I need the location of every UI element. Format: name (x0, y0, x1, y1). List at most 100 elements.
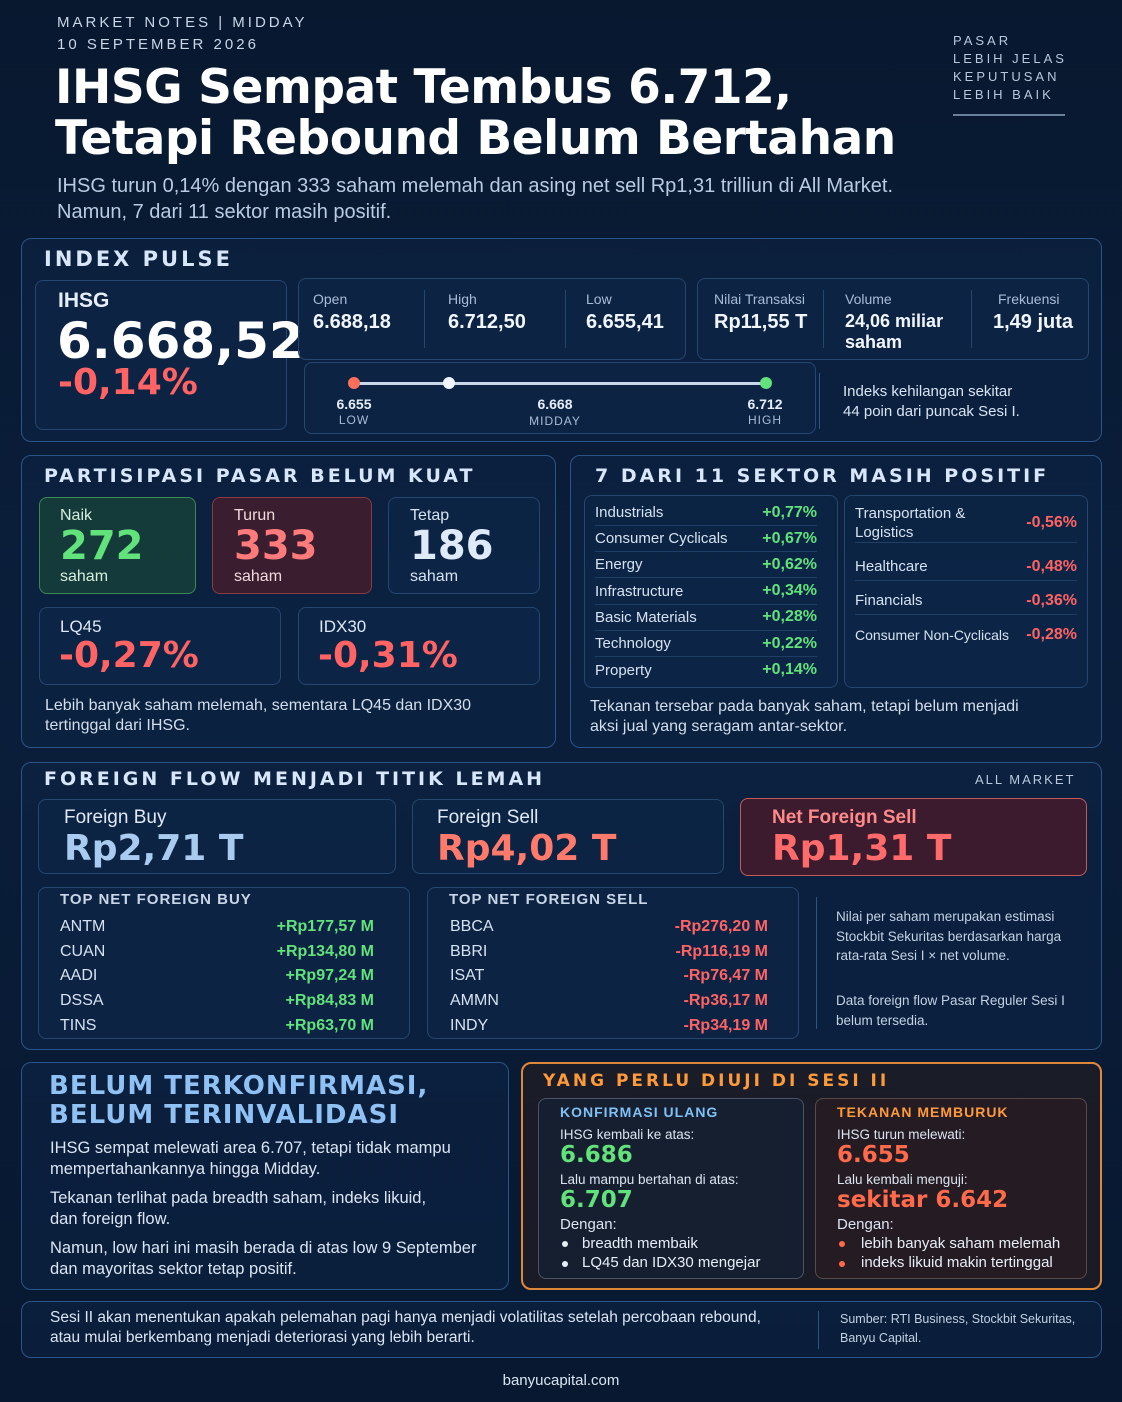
table-row-label: ISAT (450, 967, 485, 985)
sector-row-label: Financials (855, 592, 923, 609)
reconfirm-level-2: 6.707 (560, 1187, 633, 1213)
text-line: IHSG sempat melewati area 6.707, tetapi … (50, 1139, 451, 1157)
sector-change: -0,36% (1026, 591, 1077, 609)
open-label: Open (313, 291, 348, 307)
source-line1: Sumber: RTI Business, Stockbit Sekuritas… (840, 1312, 1076, 1326)
table-row-label: TINS (60, 1016, 97, 1034)
high-value: 6.712,50 (448, 311, 526, 333)
report-date: 10 SEPTEMBER 2026 (57, 36, 259, 53)
sector-change: -0,56% (1026, 513, 1077, 531)
volume-label: Volume (845, 291, 892, 307)
ihsg-value: 6.668,52 (57, 312, 304, 370)
note-line: rata-rata Sesi I × net volume. (836, 948, 1010, 963)
sector-row-label: Energy (595, 556, 643, 574)
worsening-card (815, 1098, 1087, 1279)
worsening-title: TEKANAN MEMBURUK (837, 1104, 1009, 1120)
foreign-buy-card (38, 799, 396, 874)
low-value: 6.655,41 (586, 311, 664, 333)
sector-change: -0,28% (1026, 626, 1077, 643)
confirmation-paragraph-2: Tekanan terlihat pada breadth saham, ind… (50, 1188, 426, 1230)
sector-change: +0,28% (762, 608, 817, 626)
reconfirm-bullet: LQ45 dan IDX30 mengejar (582, 1254, 761, 1271)
site-link[interactable]: banyucapital.com (502, 1372, 620, 1389)
net-foreign-sell-label: Net Foreign Sell (772, 807, 917, 828)
idx30-card (298, 607, 540, 685)
naik-value: 272 (60, 523, 144, 569)
open-value: 6.688,18 (313, 311, 391, 333)
foreign-buy-value: Rp2,71 T (64, 828, 244, 869)
range-box (304, 362, 816, 434)
net-buy-value: +Rp134,80 M (276, 942, 374, 960)
text-line: Namun, low hari ini masih berada di atas… (50, 1239, 477, 1257)
top-net-buy-title: TOP NET FOREIGN BUY (60, 891, 252, 908)
idx30-label: IDX30 (319, 617, 367, 636)
table-row: BBCA -Rp276,20 M (450, 915, 768, 939)
reconfirm-title: KONFIRMASI ULANG (560, 1104, 719, 1120)
positive-sectors-box (584, 495, 838, 688)
index-pulse-title: INDEX PULSE (44, 247, 233, 271)
divider (971, 290, 972, 348)
lq45-value: -0,27% (59, 635, 199, 676)
confirmation-panel (21, 1062, 509, 1290)
reconfirm-label-2: Lalu mampu bertahan di atas: (560, 1172, 739, 1187)
worsening-bullet: lebih banyak saham melemah (861, 1235, 1061, 1252)
confirmation-title-line1: BELUM TERKONFIRMASI, (49, 1071, 429, 1101)
ohl-stats-box (298, 278, 686, 360)
table-row: BBRI -Rp116,19 M (450, 940, 768, 964)
table-row-label: BBRI (450, 942, 488, 960)
naik-unit: saham (60, 568, 109, 585)
sectors-note-line1: Tekanan tersebar pada banyak saham, teta… (590, 698, 1019, 715)
kicker: MARKET NOTES | MIDDAY (57, 14, 308, 31)
net-buy-value: +Rp97,24 M (285, 967, 374, 985)
sectors-title: 7 DARI 11 SEKTOR MASIH POSITIF (595, 465, 1050, 487)
reconfirm-level-1: 6.686 (560, 1142, 633, 1168)
sector-change: +0,62% (762, 555, 817, 573)
net-sell-value: -Rp116,19 M (675, 942, 768, 960)
table-row-label: BBCA (450, 918, 494, 935)
table-row: DSSA +Rp84,83 M (60, 989, 374, 1013)
sector-row: Energy +0,62% (595, 552, 817, 579)
reconfirm-label-3: Dengan: (560, 1216, 617, 1233)
divider (816, 897, 817, 1029)
worsening-level-2: sekitar 6.642 (837, 1187, 1009, 1213)
table-row: ISAT -Rp76,47 M (450, 964, 768, 988)
lq45-label: LQ45 (60, 617, 102, 636)
summary-line2: atau mulai berkembang menjadi deterioras… (50, 1329, 475, 1346)
turun-value: 333 (234, 523, 318, 569)
sector-row: Basic Materials +0,28% (595, 605, 817, 631)
table-row-label: AADI (60, 967, 98, 985)
range-high-value: 6.712 (747, 396, 783, 412)
sector-change: +0,22% (762, 634, 817, 652)
worsening-level-1: 6.655 (837, 1142, 910, 1168)
reconfirm-label-1: IHSG kembali ke atas: (560, 1127, 695, 1142)
tetap-card (388, 497, 540, 594)
note-line: Nilai per saham merupakan estimasi (836, 909, 1055, 924)
text-line: Tekanan terlihat pada breadth saham, ind… (50, 1189, 427, 1207)
naik-label: Naik (60, 507, 93, 524)
range-dot-midday (442, 377, 455, 389)
participation-note-line1: Lebih banyak saham melemah, sementara LQ… (45, 697, 472, 714)
divider (565, 290, 566, 348)
sector-row-label: Industrials (595, 504, 664, 521)
sector-change: +0,77% (762, 503, 817, 521)
table-row-label: AMMN (450, 992, 499, 1010)
sector-row-label: Consumer Cyclicals (595, 530, 728, 548)
volume-value: 24,06 miliar saham (845, 311, 944, 352)
net-buy-value: +Rp63,70 M (285, 1016, 374, 1034)
frequency-value: 1,49 juta (993, 311, 1074, 333)
worsening-label-3: Dengan: (837, 1216, 894, 1233)
sectors-note-line2: aksi jual yang seragam antar-sektor. (590, 718, 848, 735)
sector-row-label: Basic Materials (595, 608, 697, 626)
net-sell-value: -Rp36,17 M (683, 992, 768, 1010)
foreign-sell-card (412, 799, 724, 874)
text-line: mempertahankannya hingga Midday. (50, 1160, 321, 1178)
tagline-line: LEBIH JELAS (953, 51, 1067, 66)
top-net-buy-box (38, 887, 410, 1039)
summary-panel (21, 1301, 1102, 1358)
table-row-label: CUAN (60, 942, 106, 960)
divider (823, 290, 824, 348)
note-line: Stockbit Sekuritas berdasarkan harga (836, 928, 1062, 944)
sector-change: +0,14% (762, 661, 817, 679)
tagline: PASAR LEBIH JELAS KEPUTUSAN LEBIH BAIK (953, 32, 1067, 104)
worsening-bullet: indeks likuid makin tertinggal (861, 1254, 1053, 1271)
